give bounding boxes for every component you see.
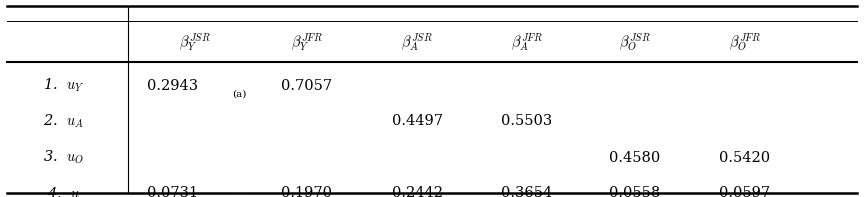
Text: 0.5420: 0.5420	[719, 151, 771, 165]
Text: $\beta_A^{JFR}$: $\beta_A^{JFR}$	[511, 32, 543, 53]
Text: 4.  $u$: 4. $u$	[48, 186, 80, 197]
Text: 0.0558: 0.0558	[609, 186, 661, 197]
Text: (a): (a)	[232, 89, 246, 98]
Text: 1.  $u_Y$: 1. $u_Y$	[43, 77, 85, 94]
Text: $\beta_O^{JSR}$: $\beta_O^{JSR}$	[619, 32, 651, 53]
Text: 0.3654: 0.3654	[501, 186, 553, 197]
Text: $\beta_Y^{JSR}$: $\beta_Y^{JSR}$	[179, 32, 210, 53]
Text: $\beta_O^{JFR}$: $\beta_O^{JFR}$	[728, 32, 761, 53]
Text: $\beta_A^{JSR}$: $\beta_A^{JSR}$	[402, 32, 433, 53]
Text: 0.2943: 0.2943	[147, 79, 199, 93]
Text: 2.  $u_A$: 2. $u_A$	[43, 112, 85, 130]
Text: 0.4497: 0.4497	[391, 114, 443, 128]
Text: 0.5503: 0.5503	[501, 114, 553, 128]
Text: 0.4580: 0.4580	[609, 151, 661, 165]
Text: 0.1970: 0.1970	[281, 186, 333, 197]
Text: $\beta_Y^{JFR}$: $\beta_Y^{JFR}$	[290, 32, 323, 53]
Text: (b): (b)	[232, 196, 247, 197]
Text: 0.2442: 0.2442	[391, 186, 443, 197]
Text: 0.7057: 0.7057	[281, 79, 333, 93]
Text: 0.0597: 0.0597	[719, 186, 771, 197]
Text: 0.0731: 0.0731	[147, 186, 199, 197]
Text: 3.  $u_O$: 3. $u_O$	[43, 149, 85, 166]
